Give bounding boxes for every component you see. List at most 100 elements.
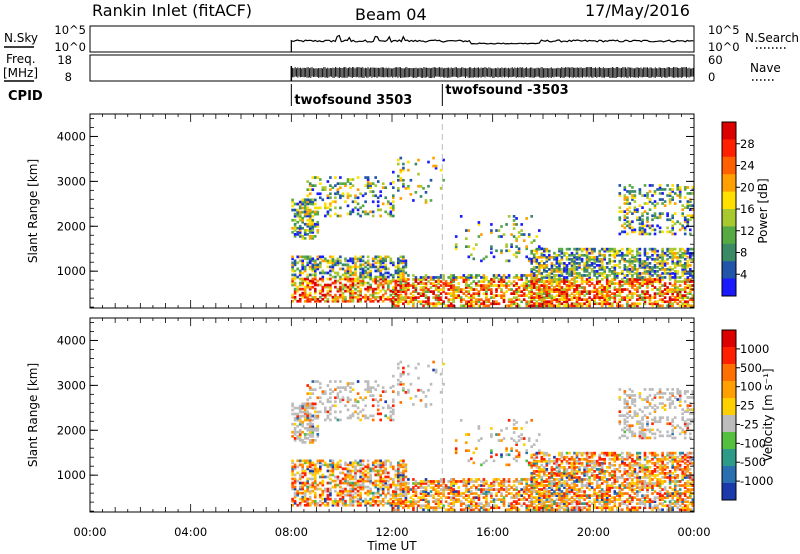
power-cell <box>666 288 669 291</box>
velocity-cell <box>487 492 491 495</box>
velocity-cell <box>482 488 486 491</box>
power-cell <box>580 298 584 301</box>
power-cell <box>369 210 372 214</box>
velocity-cell <box>475 480 478 483</box>
power-cell <box>306 212 309 216</box>
velocity-cell <box>344 477 347 481</box>
power-cell <box>570 259 574 263</box>
power-cell <box>356 208 360 212</box>
power-cell <box>525 280 528 283</box>
power-cell <box>593 286 596 289</box>
power-cell <box>568 268 571 271</box>
power-cell <box>636 270 639 273</box>
power-cell <box>308 259 312 263</box>
power-cell <box>404 295 408 299</box>
velocity-cell <box>412 478 415 481</box>
velocity-cell <box>414 494 418 497</box>
power-cell <box>671 190 674 193</box>
velocity-cell <box>301 475 304 479</box>
power-cell <box>600 294 604 297</box>
velocity-cell <box>507 480 511 483</box>
power-cell <box>580 282 584 285</box>
power-cell <box>351 257 355 261</box>
power-cell <box>517 304 521 308</box>
power-cell <box>658 298 662 301</box>
velocity-cell <box>371 493 375 497</box>
power-cell <box>512 284 516 287</box>
power-cell <box>651 249 654 253</box>
velocity-cell <box>472 480 476 483</box>
power-cell <box>361 267 365 271</box>
velocity-cell <box>298 501 302 505</box>
power-cell <box>520 300 523 304</box>
power-cell <box>678 192 682 195</box>
power-cell <box>568 286 571 289</box>
velocity-cell <box>354 477 357 481</box>
velocity-cell <box>311 392 315 395</box>
power-cell <box>490 280 493 283</box>
velocity-cell <box>424 486 428 489</box>
velocity-cell <box>298 473 302 477</box>
power-cell <box>548 257 551 261</box>
power-cell <box>643 280 647 283</box>
power-cell <box>369 263 372 267</box>
power-cell <box>671 292 674 295</box>
power-cell <box>646 262 649 265</box>
velocity-cell <box>490 492 493 495</box>
velocity-cell <box>339 489 342 493</box>
power-cell <box>611 278 614 281</box>
velocity-cell <box>467 482 471 485</box>
power-cell <box>646 251 649 255</box>
velocity-cell <box>334 463 337 467</box>
power-cell <box>527 257 531 261</box>
velocity-cell <box>500 498 503 501</box>
velocity-cell <box>359 461 362 465</box>
power-cell <box>666 268 669 271</box>
power-cell <box>492 274 496 277</box>
power-cell <box>643 268 647 271</box>
velocity-cell <box>301 410 304 414</box>
power-cell <box>605 294 609 297</box>
power-cell <box>500 294 503 297</box>
power-cell <box>397 261 400 265</box>
velocity-cell <box>303 406 307 410</box>
velocity-cell <box>376 499 380 503</box>
velocity-cell <box>419 492 423 495</box>
velocity-cell <box>296 418 299 422</box>
power-cell <box>402 166 405 170</box>
power-cell <box>424 290 428 293</box>
power-cell <box>306 261 309 265</box>
power-cell <box>683 206 687 209</box>
power-cell <box>324 285 327 289</box>
power-cell <box>600 284 604 287</box>
velocity-cell <box>369 477 372 481</box>
velocity-cell <box>512 500 516 503</box>
power-cell <box>502 294 506 297</box>
velocity-cell <box>409 488 413 491</box>
velocity-cell <box>319 410 322 414</box>
power-cell <box>563 262 566 265</box>
power-cell <box>316 255 320 259</box>
power-cell <box>689 284 692 287</box>
power-cell <box>643 278 647 281</box>
power-cell <box>364 176 367 179</box>
power-cell <box>298 269 302 273</box>
velocity-cell <box>293 416 297 420</box>
power-cell <box>628 210 632 213</box>
power-cell <box>683 266 687 269</box>
velocity-cell <box>399 490 403 493</box>
velocity-cell <box>412 506 415 510</box>
power-cell <box>550 272 554 275</box>
velocity-cell <box>301 463 304 467</box>
power-cell <box>397 162 400 166</box>
power-cell <box>417 282 420 285</box>
power-cell <box>565 247 569 251</box>
power-cell <box>490 278 493 281</box>
power-cell <box>530 292 533 295</box>
power-cell <box>658 186 662 189</box>
power-cell <box>293 277 297 281</box>
velocity-cell <box>477 502 481 505</box>
power-cell <box>467 229 471 232</box>
power-cell <box>683 188 687 191</box>
power-cell <box>366 186 370 189</box>
